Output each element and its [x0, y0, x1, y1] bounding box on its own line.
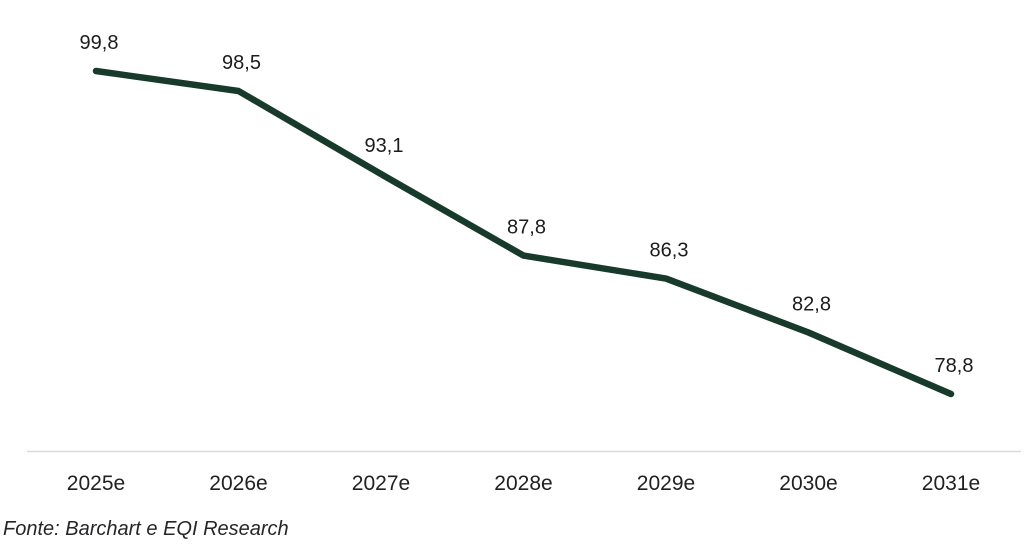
source-note: Fonte: Barchart e EQI Research	[3, 518, 289, 540]
x-axis-tick-label: 2029e	[637, 472, 695, 495]
x-axis-tick-label: 2025e	[67, 472, 125, 495]
data-point-label: 99,8	[80, 32, 119, 54]
data-point-label: 86,3	[650, 240, 689, 262]
data-point-label: 98,5	[222, 52, 261, 74]
data-point-label: 78,8	[935, 355, 974, 377]
x-axis-tick-label: 2028e	[494, 472, 552, 495]
x-axis-tick-label: 2031e	[922, 472, 980, 495]
data-point-label: 93,1	[365, 135, 404, 157]
data-point-label: 82,8	[792, 294, 831, 316]
x-axis-tick-label: 2030e	[779, 472, 837, 495]
data-point-label: 87,8	[507, 217, 546, 239]
x-axis-tick-label: 2027e	[352, 472, 410, 495]
trend-line	[92, 67, 955, 398]
x-axis-tick-label: 2026e	[209, 472, 267, 495]
